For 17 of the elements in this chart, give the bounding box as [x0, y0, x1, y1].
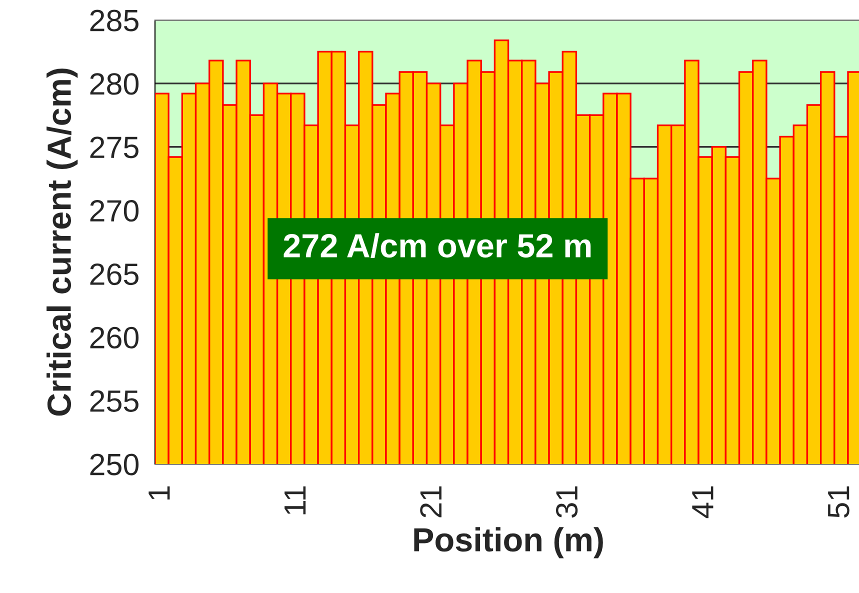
y-tick-label: 250: [90, 454, 139, 476]
x-tick-label: 41: [692, 486, 714, 518]
y-tick-label: 260: [90, 326, 139, 349]
x-tick-label: 1: [148, 486, 170, 500]
x-tick-label: 31: [556, 486, 578, 518]
x-tick-label: 11: [284, 486, 306, 514]
y-axis-title: Critical current (A/cm): [46, 68, 78, 416]
y-tick-label: 275: [90, 136, 138, 158]
x-tick-label: 21: [420, 486, 442, 518]
annotation: 272 A/cm over 52 m: [284, 233, 591, 258]
x-tick-label: 51: [828, 486, 850, 518]
y-tick-label: 285: [90, 10, 138, 32]
x-axis-title: Position (m): [414, 527, 603, 558]
y-tick-label: 270: [90, 200, 139, 222]
y-tick-label: 265: [90, 263, 138, 286]
y-tick-label: 255: [90, 390, 138, 412]
y-tick-label: 280: [90, 73, 139, 95]
